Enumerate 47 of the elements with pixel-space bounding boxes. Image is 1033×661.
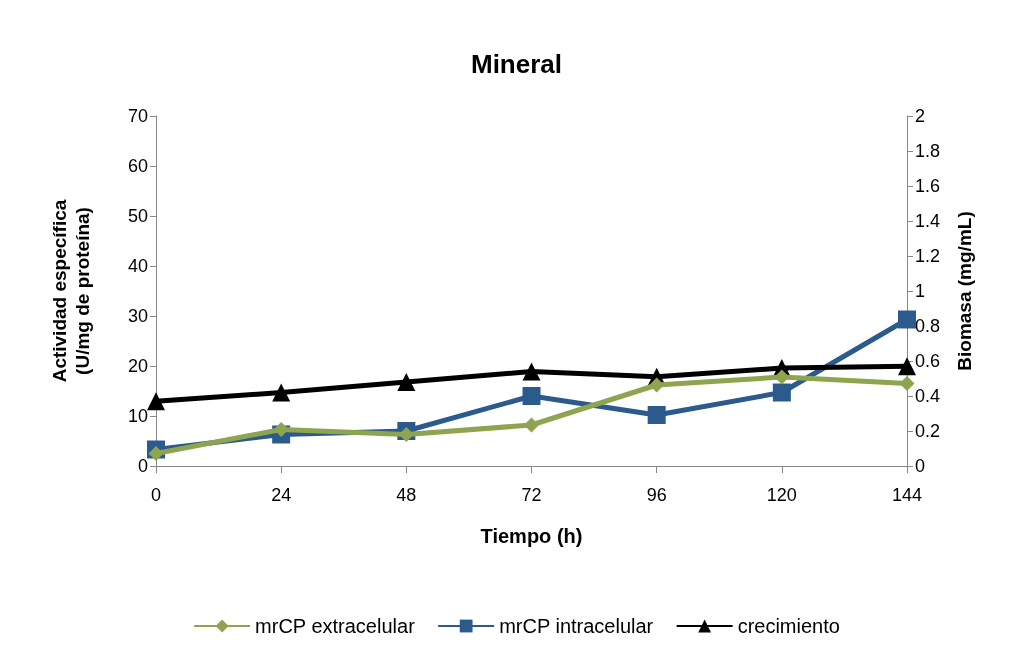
x-tick-label: 120 [766, 485, 797, 505]
y-tick-label: 20 [127, 356, 148, 376]
y-tick-label: 30 [127, 306, 148, 326]
y-tick-label: 10 [127, 406, 148, 426]
legend-label: mrCP extracelular [255, 615, 416, 637]
x-tick-label: 0 [150, 485, 162, 505]
point [772, 383, 791, 402]
y2-tick-label: 2 [915, 106, 926, 126]
y2-tick-label: 1 [915, 281, 926, 301]
point [273, 422, 289, 437]
point [148, 446, 164, 461]
point [397, 373, 416, 391]
legend-label: mrCP intracelular [499, 615, 654, 637]
y2-tick-label: 1.8 [915, 141, 941, 161]
point [899, 376, 915, 391]
point [522, 387, 541, 405]
x-tick-label: 24 [271, 485, 292, 505]
y-tick-label: 0 [137, 456, 148, 476]
y2-tick-label: 1.2 [915, 246, 941, 266]
y2-tick-label: 0.2 [915, 421, 941, 441]
y2-tick-label: 1.4 [915, 211, 941, 231]
point [522, 362, 541, 381]
y-tick-label: 50 [127, 206, 148, 226]
x-tick-label: 144 [891, 485, 923, 505]
point [898, 357, 916, 376]
y2-tick-label: 0 [915, 456, 926, 476]
y2-tick-label: 0.8 [915, 316, 941, 336]
y-tick-label: 60 [127, 156, 148, 176]
y2-tick-label: 1.6 [915, 176, 941, 196]
y2-axis-title: Biomasa (mg/mL) [954, 211, 975, 371]
point [774, 369, 790, 385]
y2-tick-label: 0.6 [915, 351, 941, 371]
point [272, 383, 291, 402]
legend-label: crecimiento [737, 615, 840, 637]
y2-tick-label: 0.4 [915, 386, 941, 406]
point [524, 417, 539, 433]
point [898, 310, 916, 329]
y-tick-label: 40 [127, 256, 148, 276]
x-tick-label: 96 [646, 485, 667, 505]
y-axis-title: Actividad específica (U/mg de proteína) [49, 199, 93, 383]
x-tick-label: 48 [396, 485, 417, 505]
y-tick-label: 70 [127, 106, 148, 126]
chart-title: Mineral [470, 49, 563, 79]
x-axis-title: Tiempo (h) [480, 525, 583, 547]
point [147, 392, 165, 411]
x-tick-label: 72 [521, 485, 542, 505]
point [647, 406, 666, 424]
